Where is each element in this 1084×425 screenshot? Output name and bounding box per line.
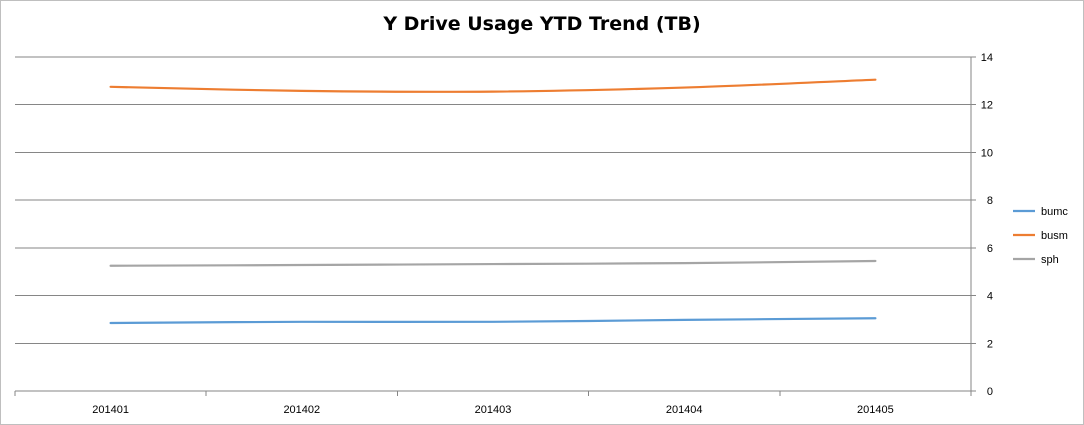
y-tick-label: 4 — [987, 291, 993, 303]
y-tick-label: 14 — [981, 52, 993, 64]
series-line-sph — [109, 259, 877, 267]
legend-label-bumc: bumc — [1041, 206, 1068, 218]
chart-title: Y Drive Usage YTD Trend (TB) — [383, 13, 701, 35]
x-tick-label: 201401 — [92, 404, 129, 416]
y-tick-label: 6 — [987, 243, 993, 255]
y-tick-label: 0 — [987, 386, 993, 398]
y-tick-label: 8 — [987, 195, 993, 207]
y-tick-label: 12 — [981, 100, 993, 112]
legend-label-busm: busm — [1041, 230, 1068, 242]
legend-label-sph: sph — [1041, 254, 1059, 266]
x-tick-label: 201404 — [666, 404, 703, 416]
y-tick-label: 10 — [981, 147, 993, 159]
y-tick-label: 2 — [987, 338, 993, 350]
series-line-bumc — [109, 317, 877, 325]
x-tick-label: 201403 — [475, 404, 512, 416]
x-tick-label: 201402 — [283, 404, 320, 416]
series-line-busm — [109, 78, 877, 93]
x-tick-label: 201405 — [857, 404, 894, 416]
